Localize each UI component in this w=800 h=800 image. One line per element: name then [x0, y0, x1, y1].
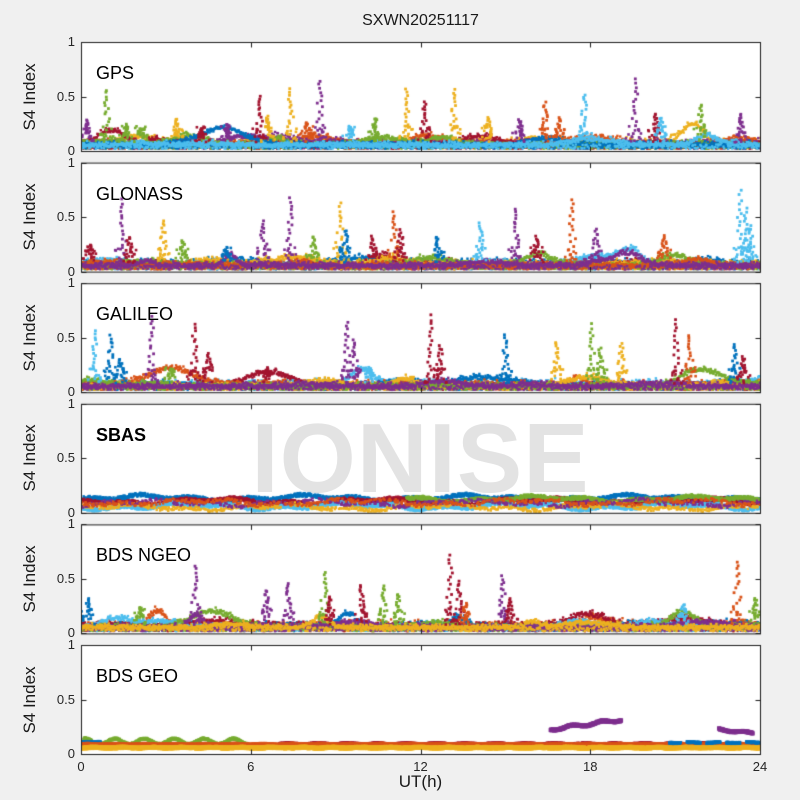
x-tick-label: 18: [583, 759, 598, 774]
subplot-label-gps: GPS: [96, 63, 135, 83]
y-tick-label: 0: [67, 625, 75, 641]
y-tick-label: 0.5: [56, 88, 75, 104]
y-tick-label: 0: [67, 384, 75, 400]
x-tick-label: 0: [77, 759, 85, 774]
subplot-label-bds-geo: BDS GEO: [96, 666, 179, 686]
subplot-label-glonass: GLONASS: [96, 183, 184, 204]
x-tick-label: 24: [752, 759, 768, 774]
y-tick-label: 0: [67, 143, 75, 158]
y-tick-label: 0: [67, 746, 75, 761]
subplot-label-sbas: SBAS: [96, 424, 147, 445]
plot-title: SXWN20251117: [362, 12, 479, 29]
y-tick-label: 1: [67, 34, 75, 49]
x-tick-label: 12: [413, 759, 428, 774]
y-tick-label: 0: [67, 263, 75, 279]
y-tick-label: 0.5: [56, 450, 75, 466]
subplot-label-bds-ngeo: BDS NGEO: [96, 545, 192, 566]
subplot-label-galileo: GALILEO: [96, 304, 174, 325]
y-tick-label: 0.5: [56, 570, 75, 586]
y-tick-label: 1: [67, 275, 75, 291]
y-tick-label: 1: [67, 516, 75, 532]
y-tick-label: 1: [67, 154, 75, 170]
x-tick-label: 6: [247, 759, 255, 774]
y-tick-label: 0.5: [56, 329, 75, 345]
x-axis-label: UT(h): [398, 772, 443, 791]
y-tick-label: 0: [67, 504, 75, 520]
y-tick-label: 0.5: [56, 691, 75, 707]
y-tick-label: 1: [67, 395, 75, 411]
y-tick-label: 0.5: [56, 209, 75, 225]
y-tick-label: 1: [67, 637, 75, 652]
